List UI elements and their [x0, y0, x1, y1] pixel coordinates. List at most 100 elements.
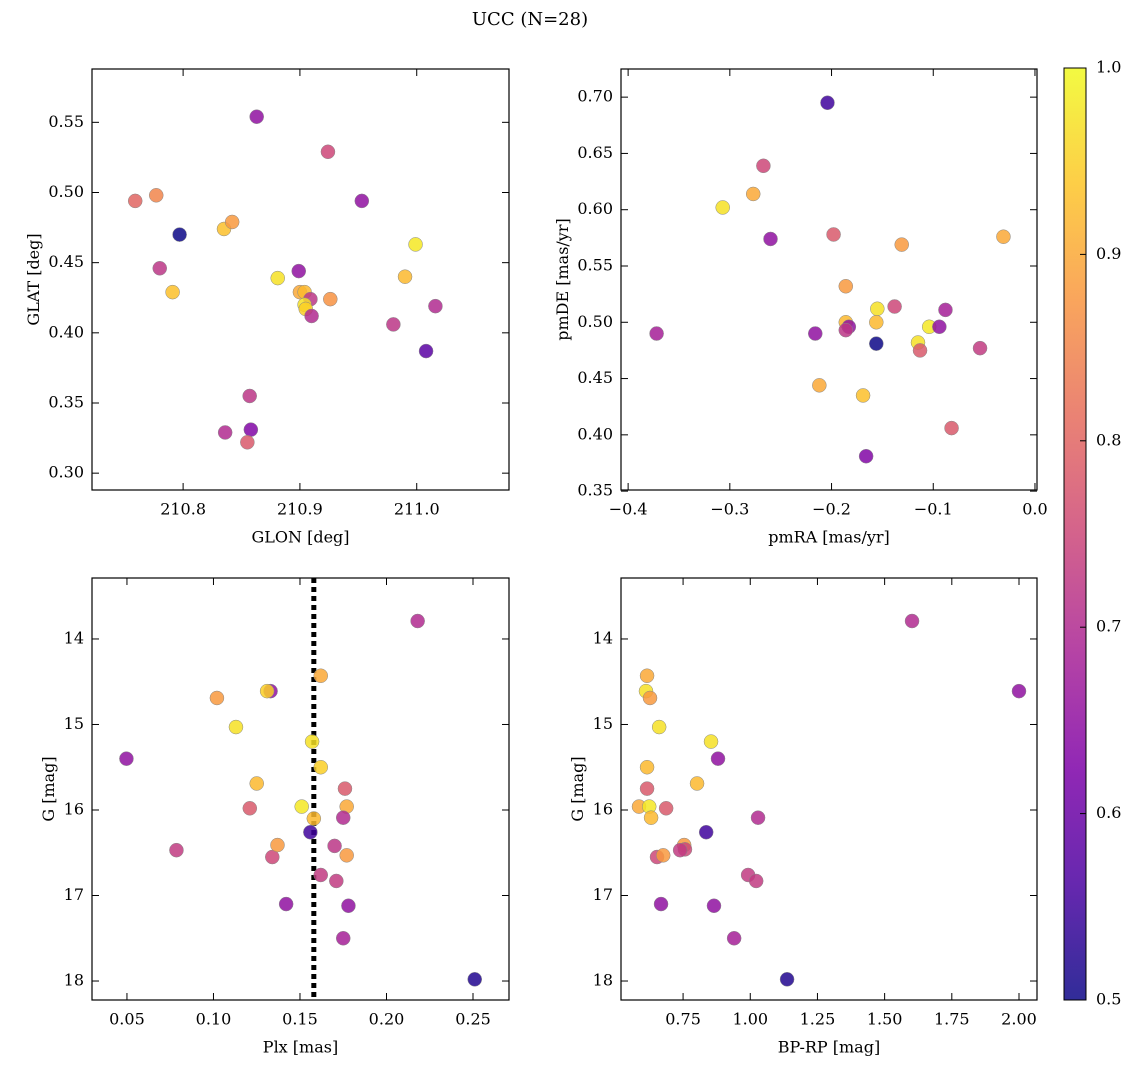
- y-tick-label: 0.55: [577, 255, 613, 274]
- y-tick-label: 18: [593, 971, 613, 990]
- x-axis-label: pmRA [mas/yr]: [768, 528, 890, 547]
- point: [672, 842, 688, 858]
- x-tick-label: −0.2: [812, 500, 851, 519]
- x-tick-label: 0.75: [665, 1010, 701, 1029]
- point: [240, 435, 255, 450]
- point: [354, 193, 370, 209]
- x-tick-label: 0.05: [109, 1010, 145, 1029]
- plot-frame: [620, 577, 1038, 1001]
- point: [703, 734, 719, 749]
- point: [858, 448, 874, 464]
- x-tick-label: 0.25: [455, 1010, 491, 1029]
- point: [1011, 683, 1027, 699]
- colorbar-tick-label: 1.0: [1096, 58, 1121, 77]
- point: [304, 308, 319, 324]
- point: [639, 781, 655, 796]
- point: [467, 972, 482, 987]
- x-tick-label: 1.75: [934, 1010, 970, 1029]
- y-tick-label: 14: [64, 628, 84, 647]
- x-tick-label: 2.00: [1001, 1010, 1037, 1029]
- point: [748, 873, 764, 889]
- point: [715, 200, 730, 215]
- point: [726, 931, 742, 946]
- point: [808, 326, 823, 341]
- point: [812, 378, 827, 393]
- point: [335, 810, 351, 825]
- point: [209, 690, 225, 706]
- y-tick-label: 0.40: [48, 322, 84, 341]
- x-tick-label: 210.9: [277, 500, 323, 519]
- point: [306, 811, 322, 826]
- point: [710, 751, 726, 766]
- y-tick-label: 18: [64, 971, 84, 990]
- y-tick-label: 16: [64, 799, 84, 818]
- x-tick-label: 1.50: [867, 1010, 903, 1029]
- y-tick-label: 17: [593, 885, 613, 904]
- point: [270, 270, 285, 286]
- y-tick-label: 0.30: [48, 463, 84, 482]
- y-tick-label: 0.55: [48, 112, 84, 131]
- point: [750, 810, 766, 825]
- point: [706, 898, 722, 914]
- y-tick-label: 0.35: [577, 481, 613, 500]
- point: [242, 388, 257, 404]
- point: [127, 193, 143, 209]
- point: [278, 896, 294, 912]
- y-tick-label: 0.50: [48, 182, 84, 201]
- point: [327, 838, 342, 854]
- point: [643, 810, 659, 825]
- colorbar-tick-label: 0.8: [1096, 430, 1121, 449]
- point: [689, 776, 705, 791]
- panel: 0.75 1.00 1.25 1.50 1.75 2.00 14 15 16 17 18 BP-RP …: [568, 577, 1038, 1057]
- point: [820, 95, 835, 111]
- point: [887, 299, 902, 314]
- point: [165, 284, 180, 300]
- point: [651, 719, 667, 735]
- point: [996, 229, 1011, 244]
- point: [944, 420, 959, 436]
- point: [642, 690, 658, 706]
- point: [339, 848, 354, 863]
- point: [745, 186, 761, 202]
- point: [653, 896, 669, 912]
- point: [826, 227, 841, 242]
- point: [335, 931, 351, 946]
- point: [313, 759, 328, 775]
- panel: −0.4 −0.3 −0.2 −0.1 0.0 0.35 0.40 0.45 0.50 0.55 0…: [553, 68, 1048, 547]
- y-axis-label: G [mag]: [568, 756, 587, 821]
- y-tick-label: 15: [593, 714, 613, 733]
- point: [698, 824, 714, 840]
- point: [313, 668, 328, 683]
- point: [756, 158, 771, 174]
- y-tick-label: 0.35: [48, 392, 84, 411]
- x-tick-label: 0.20: [369, 1010, 405, 1029]
- y-axis-label: GLAT [deg]: [24, 233, 43, 325]
- point: [855, 388, 871, 403]
- x-tick-label: 0.15: [282, 1010, 318, 1029]
- point: [938, 302, 953, 318]
- y-tick-label: 0.70: [577, 87, 613, 106]
- y-tick-label: 0.40: [577, 424, 613, 443]
- x-axis-label: GLON [deg]: [251, 528, 349, 547]
- colorbar-tick-label: 0.7: [1096, 617, 1121, 636]
- point: [148, 188, 164, 203]
- point: [329, 873, 344, 889]
- y-tick-label: 0.65: [577, 143, 613, 162]
- point: [418, 343, 434, 359]
- plot-frame: [91, 577, 510, 1001]
- figure-title: UCC (N=28): [472, 9, 588, 30]
- y-tick-label: 0.50: [577, 312, 613, 331]
- point: [972, 340, 988, 356]
- point: [904, 613, 920, 629]
- point: [649, 326, 664, 341]
- plot-frame: [91, 68, 510, 491]
- point: [341, 898, 356, 914]
- plot-frame: [620, 68, 1038, 491]
- point: [228, 719, 244, 735]
- x-tick-label: 211.0: [394, 500, 440, 519]
- x-tick-label: 0.0: [1022, 500, 1047, 519]
- point: [169, 842, 184, 858]
- x-axis-label: Plx [mas]: [263, 1038, 338, 1057]
- point: [303, 824, 318, 840]
